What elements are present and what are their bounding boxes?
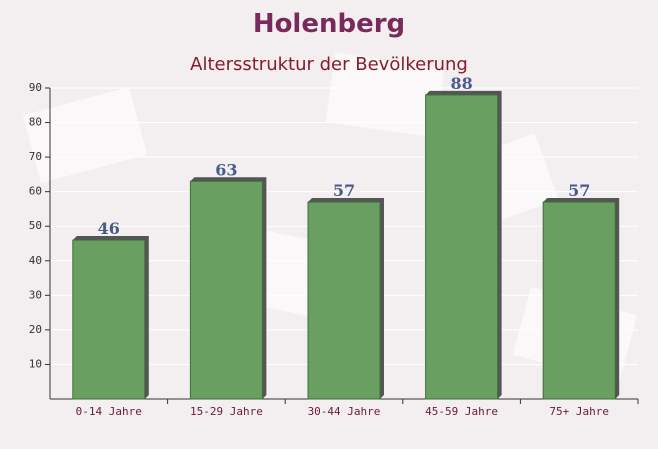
value-label: 57 xyxy=(333,181,355,200)
bar xyxy=(189,180,263,400)
y-tick-label: 60 xyxy=(29,185,42,198)
x-tick-label: 0-14 Jahre xyxy=(76,405,142,418)
x-tick-label: 75+ Jahre xyxy=(549,405,609,418)
bar xyxy=(425,94,499,400)
x-tick-label: 30-44 Jahre xyxy=(308,405,381,418)
y-tick-label: 20 xyxy=(29,323,42,336)
y-tick-label: 40 xyxy=(29,254,42,267)
bar xyxy=(542,201,616,400)
bar xyxy=(72,239,146,400)
y-tick-label: 80 xyxy=(29,116,42,129)
value-label: 46 xyxy=(98,219,120,238)
value-label: 57 xyxy=(568,181,590,200)
value-label: 88 xyxy=(450,74,472,93)
y-tick-label: 30 xyxy=(29,288,42,301)
chart-title: Holenberg xyxy=(253,9,405,39)
y-tick-label: 10 xyxy=(29,357,42,370)
y-tick-label: 50 xyxy=(29,219,42,232)
value-label: 63 xyxy=(215,160,237,179)
chart-subtitle: Altersstruktur der Bevölkerung xyxy=(190,54,468,75)
bar xyxy=(307,201,381,400)
y-tick-label: 90 xyxy=(29,81,42,94)
x-tick-label: 15-29 Jahre xyxy=(190,405,263,418)
y-tick-label: 70 xyxy=(29,150,42,163)
x-tick-label: 45-59 Jahre xyxy=(425,405,498,418)
